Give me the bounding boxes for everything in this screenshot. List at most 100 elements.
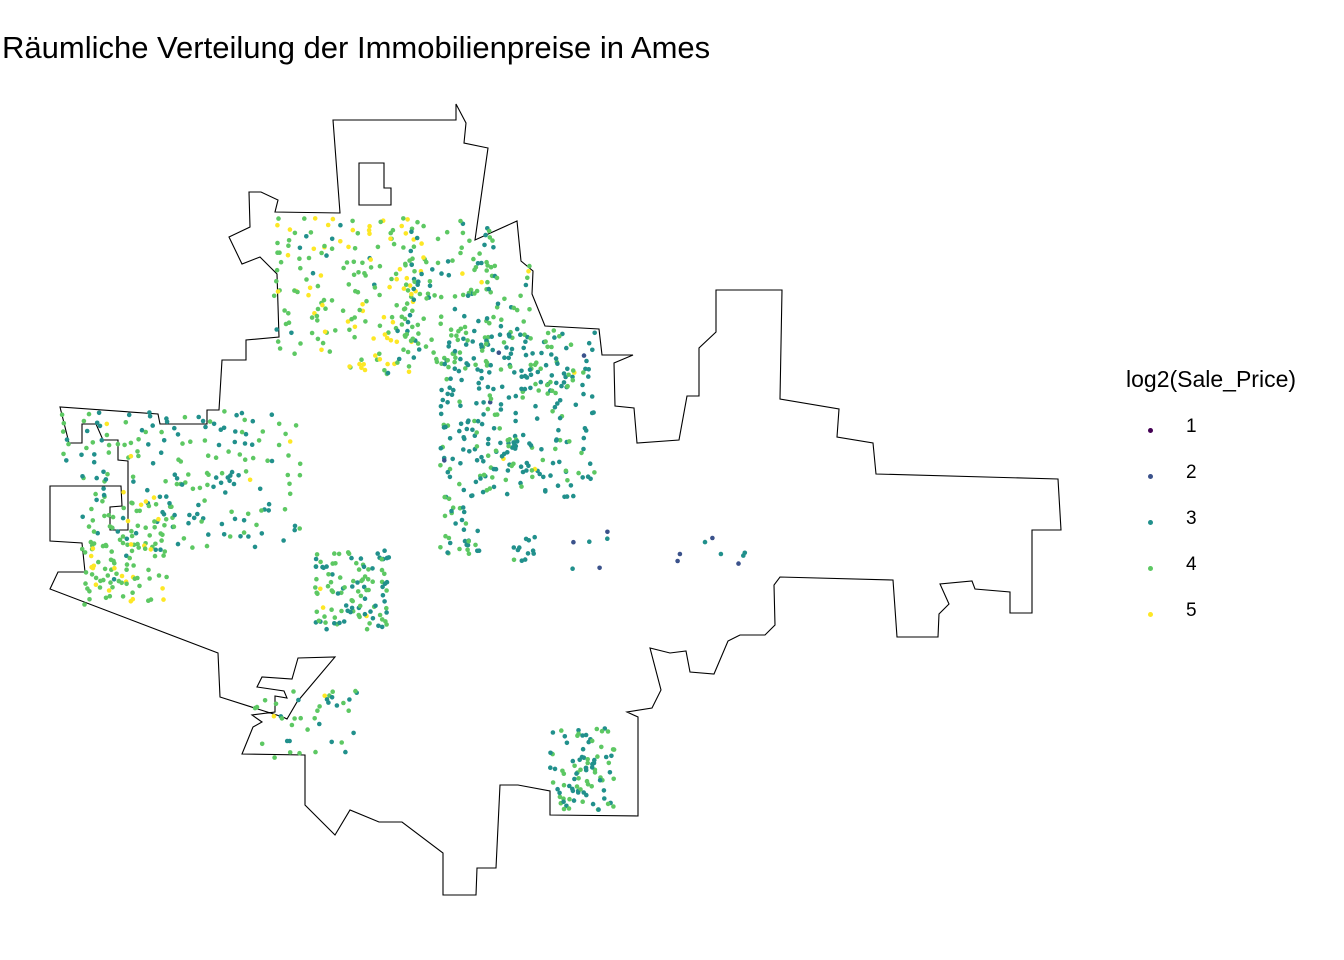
price-point <box>540 457 546 463</box>
price-point <box>483 341 489 347</box>
price-point <box>438 411 444 417</box>
price-point <box>520 432 526 438</box>
price-point <box>550 460 556 466</box>
price-point <box>368 609 373 614</box>
price-point <box>297 256 302 262</box>
price-point <box>333 561 338 566</box>
price-point <box>589 410 595 416</box>
price-point <box>580 746 586 752</box>
price-points <box>59 216 748 812</box>
price-point <box>143 525 148 530</box>
price-point <box>162 523 167 528</box>
price-point <box>80 474 85 479</box>
price-point <box>371 336 376 341</box>
price-point <box>91 459 97 465</box>
price-point <box>204 470 210 476</box>
price-point <box>349 316 354 322</box>
price-point <box>479 348 485 353</box>
price-point <box>304 234 309 239</box>
price-point <box>101 492 107 498</box>
price-point <box>483 232 488 238</box>
legend-item-5: 5 <box>1126 594 1326 640</box>
price-point <box>90 546 96 551</box>
price-point <box>323 620 328 625</box>
price-point <box>195 511 200 517</box>
price-point <box>530 548 536 553</box>
price-point <box>527 367 533 373</box>
price-point <box>443 533 448 539</box>
price-point <box>475 261 481 266</box>
price-point <box>403 282 409 288</box>
price-point <box>226 449 231 454</box>
price-point <box>120 515 126 521</box>
price-point <box>104 432 110 438</box>
price-point <box>521 345 526 351</box>
price-point <box>486 228 492 234</box>
price-point <box>275 289 281 294</box>
price-point <box>250 418 256 424</box>
price-point <box>121 489 126 495</box>
price-point <box>104 421 110 427</box>
price-point <box>106 442 112 448</box>
price-point <box>162 549 168 554</box>
price-point <box>101 486 106 491</box>
price-point <box>605 536 610 541</box>
price-point <box>571 798 577 803</box>
price-point <box>245 511 251 517</box>
price-point <box>555 361 560 367</box>
price-point <box>399 223 405 229</box>
price-point <box>465 338 470 343</box>
price-point <box>557 794 563 800</box>
price-point <box>93 491 98 497</box>
price-point <box>242 417 247 423</box>
price-point <box>553 390 558 396</box>
price-point <box>473 265 479 270</box>
price-point <box>364 626 370 632</box>
price-point <box>605 801 611 807</box>
price-point <box>581 370 586 375</box>
price-point <box>137 583 142 589</box>
price-point <box>82 550 88 555</box>
price-point <box>452 348 458 354</box>
price-point <box>136 545 141 550</box>
price-point <box>519 386 524 392</box>
price-point <box>487 370 492 375</box>
price-point <box>611 804 616 809</box>
price-point <box>322 329 328 335</box>
price-point <box>314 609 320 615</box>
price-point <box>360 577 366 582</box>
price-point <box>272 755 277 760</box>
price-point <box>339 740 345 745</box>
price-point <box>202 498 207 503</box>
price-point <box>549 373 555 378</box>
price-point <box>357 361 362 367</box>
price-point <box>456 328 461 334</box>
price-point <box>163 479 168 484</box>
price-point <box>150 423 155 428</box>
price-point <box>582 426 588 431</box>
price-point <box>576 470 581 476</box>
price-point <box>498 402 504 407</box>
price-point <box>247 477 253 483</box>
price-point <box>535 369 541 375</box>
price-point <box>356 567 362 572</box>
price-point <box>79 546 85 552</box>
price-point <box>276 216 281 221</box>
price-point <box>592 770 598 775</box>
price-point <box>385 370 391 376</box>
price-point <box>447 540 453 546</box>
price-point <box>463 521 469 526</box>
price-point <box>125 518 131 524</box>
price-point <box>588 476 593 482</box>
price-point <box>457 350 463 355</box>
price-point <box>543 362 549 368</box>
price-point <box>534 360 539 366</box>
price-point <box>148 597 154 602</box>
price-point <box>549 352 554 357</box>
price-point <box>266 508 272 513</box>
price-point <box>407 312 413 318</box>
price-point <box>305 727 310 732</box>
price-point <box>576 776 581 781</box>
legend-key-point <box>1148 612 1153 617</box>
